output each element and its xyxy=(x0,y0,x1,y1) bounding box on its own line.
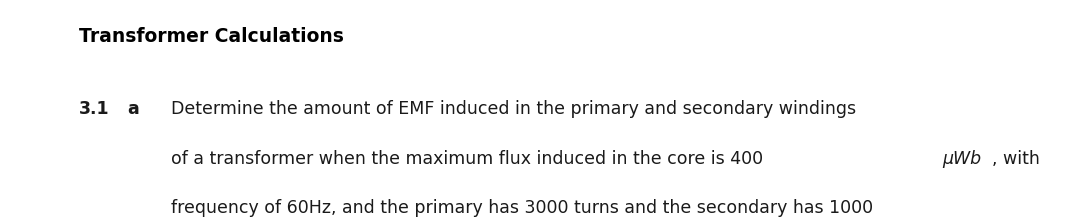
Text: Transformer Calculations: Transformer Calculations xyxy=(79,28,343,46)
Text: Determine the amount of EMF induced in the primary and secondary windings: Determine the amount of EMF induced in t… xyxy=(171,100,855,118)
Text: a: a xyxy=(127,100,139,118)
Text: , with: , with xyxy=(993,150,1040,168)
Text: μWb: μWb xyxy=(942,150,981,168)
Text: frequency of 60Hz, and the primary has 3000 turns and the secondary has 1000: frequency of 60Hz, and the primary has 3… xyxy=(171,199,873,217)
Text: of a transformer when the maximum flux induced in the core is 400: of a transformer when the maximum flux i… xyxy=(171,150,768,168)
Text: 3.1: 3.1 xyxy=(79,100,109,118)
